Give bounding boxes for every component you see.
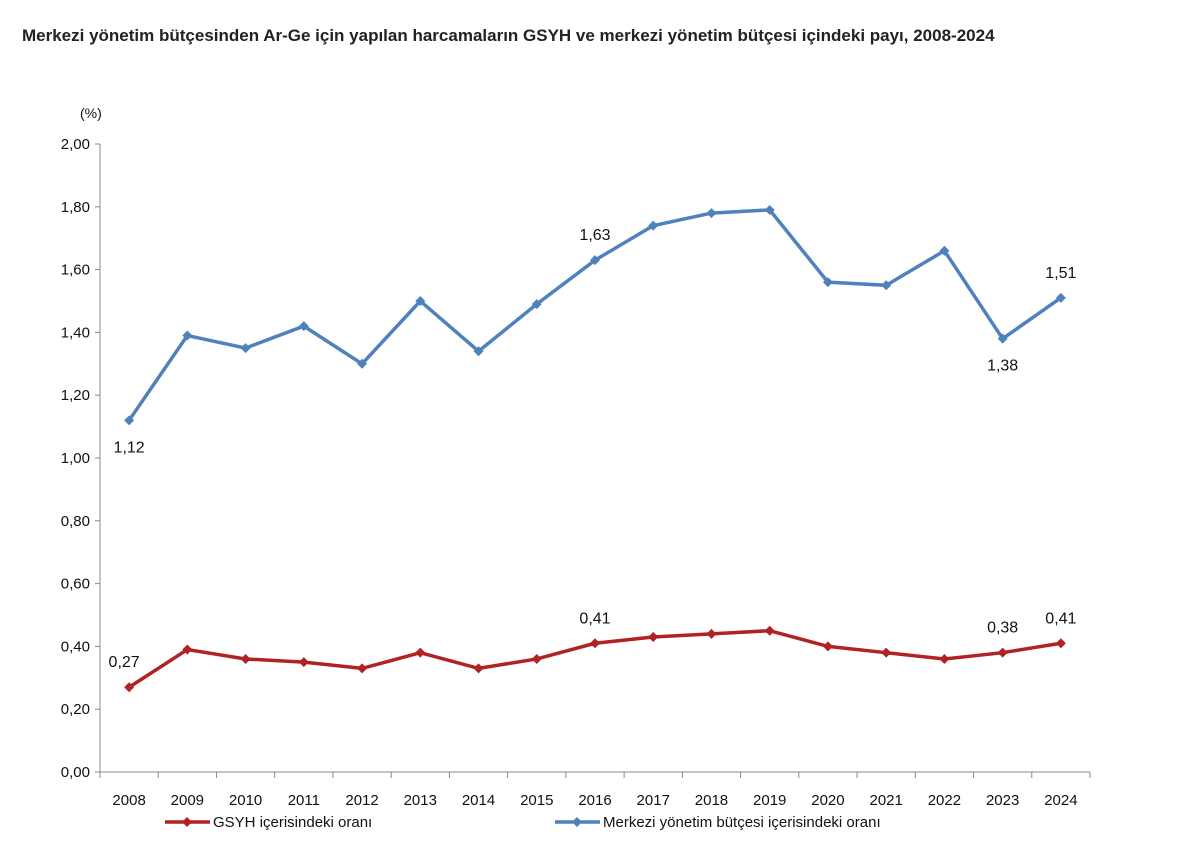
- data-point: [182, 644, 193, 655]
- data-point: [939, 653, 950, 664]
- data-point: [648, 220, 659, 231]
- data-point: [357, 663, 368, 674]
- data-point: [415, 296, 426, 306]
- x-tick-label: 2018: [695, 792, 728, 809]
- data-point: [531, 299, 542, 310]
- x-tick-label: 2012: [345, 792, 378, 809]
- x-tick-label: 2020: [811, 792, 844, 809]
- data-point: [881, 647, 892, 658]
- data-label: 0,38: [987, 620, 1018, 637]
- data-point: [939, 245, 950, 256]
- data-point: [298, 321, 309, 332]
- x-tick-label: 2010: [229, 792, 262, 809]
- data-point: [997, 333, 1008, 344]
- data-point: [822, 641, 833, 652]
- legend-label: GSYH içerisindeki oranı: [213, 814, 372, 831]
- x-tick-label: 2021: [869, 792, 902, 809]
- data-label: 1,12: [114, 439, 145, 456]
- data-point: [240, 343, 251, 354]
- data-point: [531, 653, 542, 664]
- legend-marker: [182, 817, 192, 827]
- y-tick-label: 0,80: [61, 513, 90, 530]
- x-tick-label: 2017: [637, 792, 670, 809]
- data-point: [590, 638, 600, 649]
- data-label: 1,63: [579, 227, 610, 244]
- y-tick-label: 0,00: [61, 764, 90, 781]
- data-point: [415, 647, 426, 658]
- data-point: [1055, 292, 1066, 303]
- data-point: [648, 631, 659, 642]
- data-point: [822, 277, 833, 288]
- y-tick-label: 1,20: [61, 387, 90, 404]
- y-axis-label: (%): [80, 105, 102, 121]
- y-tick-label: 1,00: [61, 450, 90, 467]
- x-tick-label: 2014: [462, 792, 495, 809]
- x-tick-label: 2013: [404, 792, 437, 809]
- data-point: [590, 255, 600, 266]
- x-tick-label: 2016: [578, 792, 611, 809]
- x-tick-label: 2011: [288, 792, 320, 809]
- y-tick-label: 2,00: [61, 136, 90, 153]
- x-tick-label: 2023: [986, 792, 1019, 809]
- data-point: [1055, 638, 1066, 649]
- x-tick-label: 2019: [753, 792, 786, 809]
- data-point: [881, 280, 892, 291]
- data-label: 0,41: [579, 610, 610, 627]
- chart-title: Merkezi yönetim bütçesinden Ar-Ge için y…: [22, 26, 995, 45]
- data-point: [124, 682, 135, 693]
- y-tick-label: 1,80: [61, 199, 90, 216]
- data-label: 1,51: [1045, 265, 1076, 282]
- data-point: [240, 653, 251, 664]
- x-tick-label: 2022: [928, 792, 961, 809]
- data-label: 0,27: [109, 654, 140, 671]
- data-point: [473, 346, 484, 357]
- data-point: [124, 415, 135, 426]
- y-tick-label: 0,40: [61, 638, 90, 655]
- data-point: [473, 663, 484, 674]
- data-point: [764, 204, 775, 215]
- y-tick-label: 1,40: [61, 324, 90, 341]
- data-point: [298, 657, 309, 668]
- data-point: [997, 647, 1008, 658]
- data-label: 0,41: [1045, 610, 1076, 627]
- legend-label: Merkezi yönetim bütçesi içerisindeki ora…: [603, 814, 881, 831]
- x-tick-label: 2008: [112, 792, 145, 809]
- y-tick-label: 0,20: [61, 701, 90, 718]
- data-point: [182, 330, 193, 341]
- legend-marker: [572, 817, 582, 827]
- x-tick-label: 2009: [171, 792, 204, 809]
- data-point: [764, 625, 775, 636]
- x-tick-label: 2015: [520, 792, 553, 809]
- data-point: [357, 358, 368, 369]
- data-label: 1,38: [987, 358, 1018, 375]
- data-point: [706, 208, 717, 219]
- x-tick-label: 2024: [1044, 792, 1077, 809]
- y-tick-label: 0,60: [61, 576, 90, 593]
- data-point: [706, 628, 717, 639]
- y-tick-label: 1,60: [61, 262, 90, 279]
